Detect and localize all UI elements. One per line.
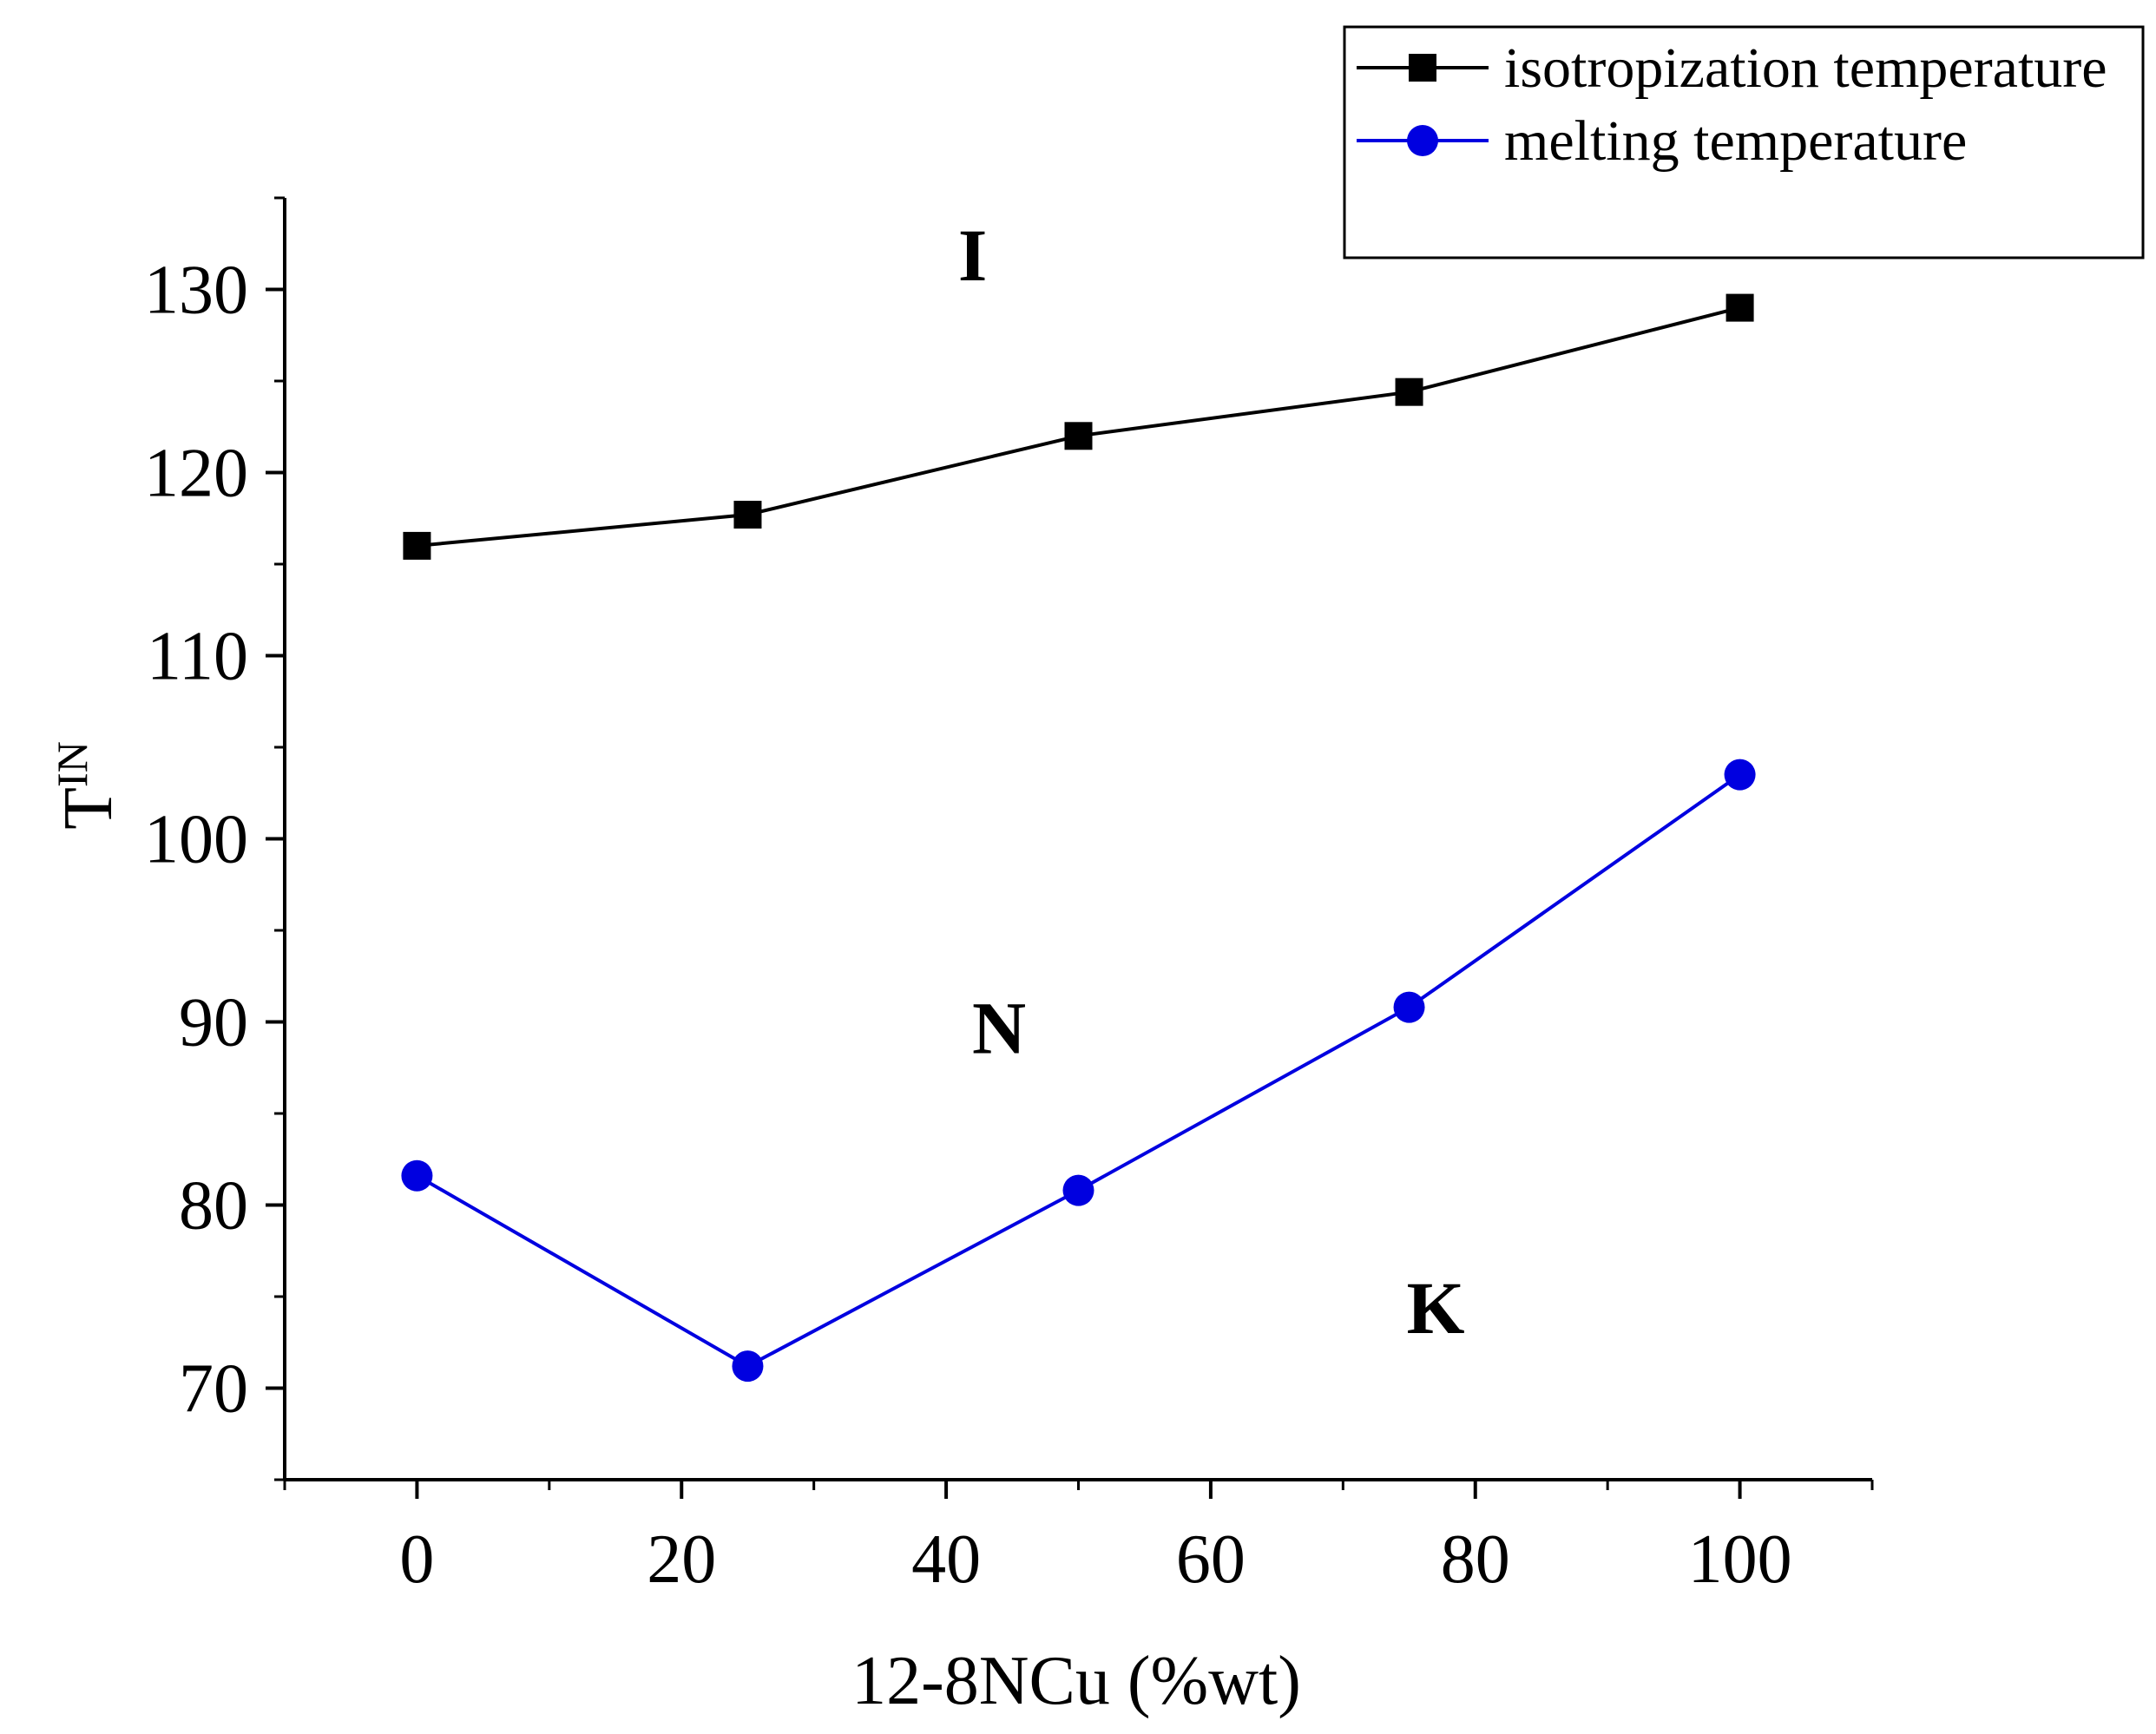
y-tick-label: 120 <box>144 436 248 512</box>
x-tick-label: 60 <box>1176 1521 1246 1598</box>
ticks <box>266 196 1874 1499</box>
x-tick-label: 80 <box>1441 1521 1510 1598</box>
x-tick-label: 20 <box>647 1521 716 1598</box>
y-tick-label: 100 <box>144 802 248 878</box>
y-axis-title-main: T <box>50 787 127 830</box>
legend-label-isotropization: isotropization temperature <box>1504 36 2107 100</box>
y-tick-label: 70 <box>179 1351 248 1428</box>
legend-marker-melting <box>1407 125 1438 156</box>
melting-data-point <box>1062 1174 1094 1206</box>
x-tick-label: 100 <box>1688 1521 1792 1598</box>
x-tick-label: 40 <box>911 1521 981 1598</box>
legend-label-melting: melting temperature <box>1504 109 1967 173</box>
isotropization-data-point <box>733 501 762 529</box>
isotropization-data-point <box>1725 293 1754 322</box>
legend-items: isotropization temperature melting temper… <box>1357 36 2107 173</box>
isotropization-data-point <box>1064 422 1093 450</box>
legend: isotropization temperature melting temper… <box>1343 25 2145 259</box>
melting-data-point <box>401 1159 433 1192</box>
y-tick-label: 130 <box>144 253 248 329</box>
melting-data-point <box>1393 991 1425 1023</box>
region-label-i: I <box>958 213 987 297</box>
legend-marker-isotropization <box>1409 54 1436 82</box>
y-tick-label: 80 <box>179 1168 248 1245</box>
x-axis-title: 12-8NCu (%wt) <box>851 1643 1301 1719</box>
y-tick-label: 110 <box>147 619 248 695</box>
x-tick-label: 0 <box>399 1521 434 1598</box>
y-axis-title-subscript: IN <box>48 741 96 787</box>
y-axis-title: TIN <box>48 741 127 830</box>
region-label-n: N <box>972 986 1026 1069</box>
region-label-k: K <box>1407 1266 1465 1350</box>
tick-labels: 0 20 40 60 80 100 70 80 90 100 110 120 130 <box>144 253 1792 1599</box>
isotropization-data-point <box>1395 378 1423 406</box>
melting-data-point <box>732 1350 764 1383</box>
melting-data-point <box>1724 759 1756 791</box>
isotropization-data-point <box>403 531 431 560</box>
y-tick-label: 90 <box>179 985 248 1061</box>
series-markers <box>401 293 1756 1383</box>
annotations: I N K <box>958 213 1465 1350</box>
